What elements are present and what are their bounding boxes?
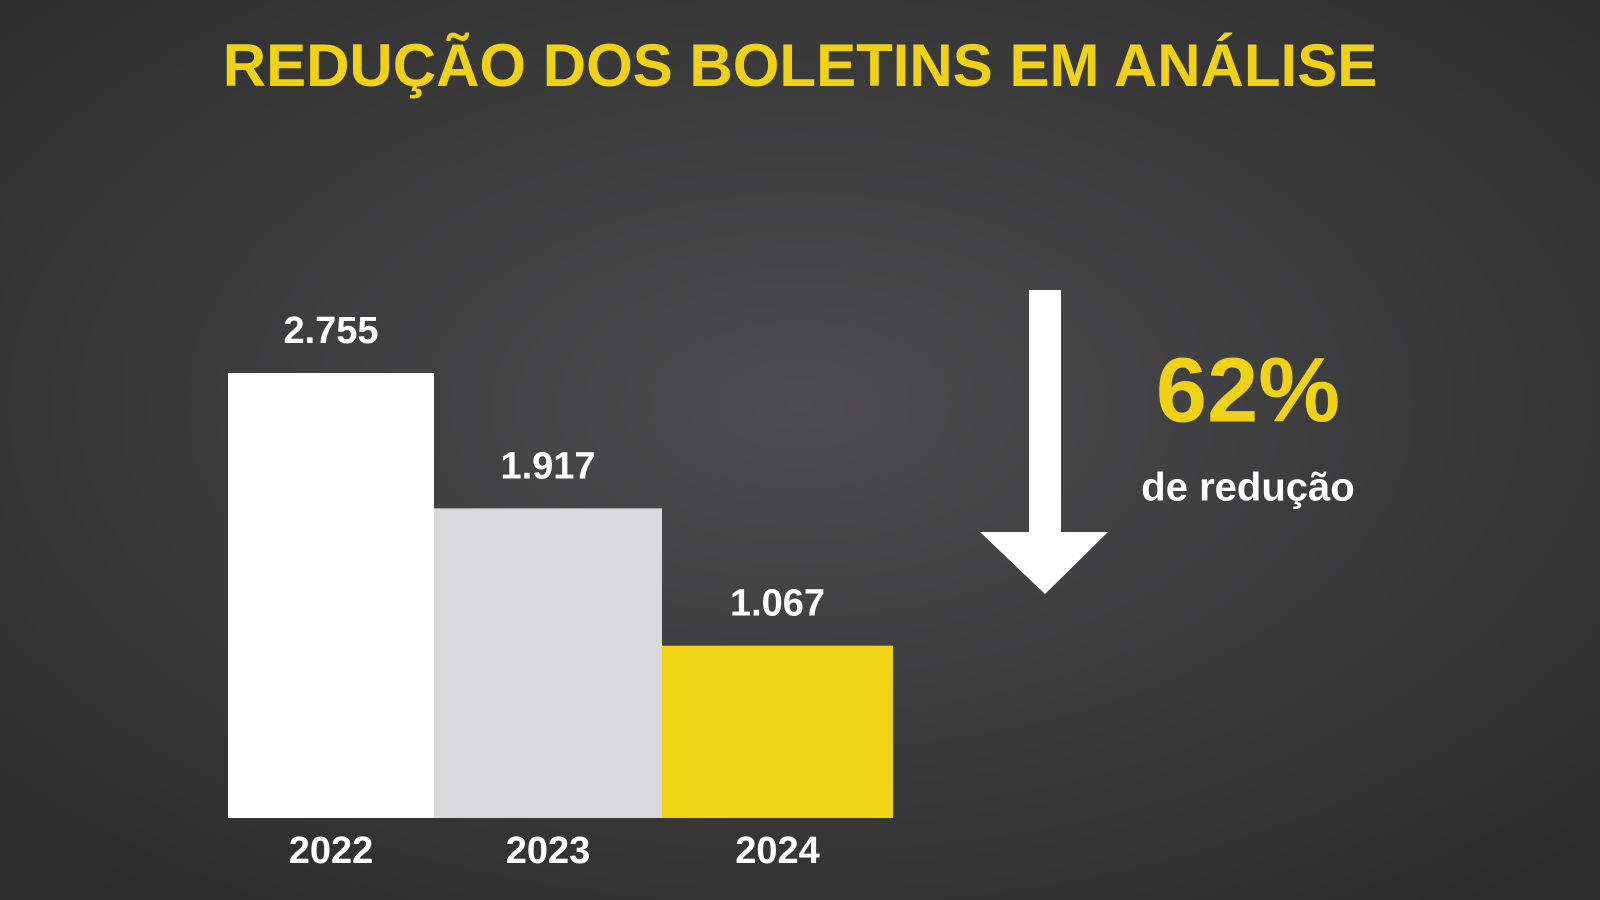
value-label: 1.067 [730,583,825,625]
chart-title: REDUÇÃO DOS BOLETINS EM ANÁLISE [223,32,1378,99]
x-tick-label: 2023 [506,830,591,872]
highlight-caption: de redução [1141,466,1354,510]
x-tick-label: 2022 [289,830,374,872]
bar [662,645,893,818]
x-tick-label: 2024 [735,830,820,872]
bar [228,373,434,818]
value-label: 1.917 [500,445,595,487]
down-arrow [980,290,1108,594]
highlight-value: 62% [1156,339,1340,441]
value-label: 2.755 [283,310,378,352]
bar [434,508,662,818]
